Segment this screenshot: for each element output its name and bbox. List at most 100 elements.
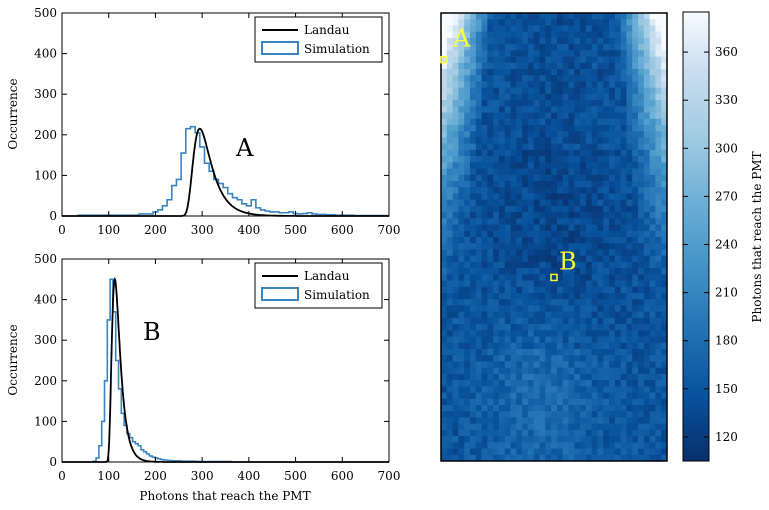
heatmap-cell (516, 81, 523, 89)
heatmap-cell (556, 230, 564, 238)
heatmap-cell (649, 100, 656, 107)
heatmap-cell (493, 386, 500, 393)
heatmap-cell (469, 448, 477, 456)
heatmap-cell (649, 174, 656, 182)
heatmap-cell (643, 44, 651, 51)
heatmap-cell (522, 131, 529, 138)
heatmap-cell (464, 274, 471, 281)
heatmap-cell (643, 436, 651, 443)
heatmap-cell (510, 118, 517, 126)
heatmap-cell (620, 75, 627, 82)
heatmap-cell (522, 93, 529, 101)
heatmap-cell (597, 380, 604, 387)
heatmap-cell (638, 386, 645, 393)
heatmap-cell (441, 81, 448, 89)
heatmap-cell (498, 87, 506, 95)
heatmap-cell (626, 69, 633, 76)
heatmap-cell (632, 367, 639, 375)
heatmap-cell (545, 268, 552, 275)
heatmap-cell (649, 243, 656, 250)
heatmap-cell (498, 261, 506, 269)
landau-line (62, 276, 389, 463)
colorbar-tick-label: 120 (715, 430, 738, 444)
heatmap-cell (597, 193, 604, 201)
heatmap-cell (493, 324, 500, 331)
heatmap-cell (475, 181, 482, 188)
heatmap-cell (533, 367, 540, 375)
heatmap-cell (609, 411, 616, 418)
heatmap-cell (481, 31, 488, 39)
heatmap-cell (551, 87, 558, 95)
heatmap-cell (568, 212, 575, 219)
heatmap-cell (603, 56, 610, 64)
heatmap-cell (441, 224, 448, 232)
heatmap-cell (504, 454, 511, 462)
heatmap-cell (632, 237, 639, 244)
heatmap-cell (655, 19, 662, 26)
heatmap-cell (591, 44, 598, 51)
heatmap-cell (614, 349, 622, 356)
heatmap-cell (504, 342, 511, 350)
heatmap-cell (603, 168, 610, 176)
heatmap-cell (551, 174, 558, 182)
heatmap-cell (527, 436, 535, 443)
heatmap-cell (493, 392, 500, 400)
heatmap-cell (580, 118, 587, 126)
heatmap-cell (638, 81, 645, 89)
heatmap-cell (632, 75, 639, 82)
heatmap-cell (487, 305, 494, 313)
heatmap-cell (441, 230, 448, 238)
heatmap-cell (527, 255, 535, 263)
heatmap-cell (638, 143, 645, 151)
heatmap-cell (469, 93, 477, 101)
heatmap-cell (458, 137, 465, 145)
heatmap-cell (551, 268, 558, 275)
heatmap-cell (516, 330, 523, 337)
heatmap-cell (620, 380, 627, 387)
heatmap-cell (626, 199, 633, 207)
heatmap-cell (649, 205, 656, 213)
heatmap-cell (545, 224, 552, 232)
heatmap-cell (469, 87, 477, 95)
heatmap-cell (562, 69, 569, 76)
heatmap-cell (643, 249, 651, 257)
heatmap-cell (504, 62, 511, 70)
heatmap-cell (498, 249, 506, 257)
heatmap-cell (591, 50, 598, 57)
heatmap-cell (638, 19, 645, 26)
heatmap-cell (516, 436, 523, 443)
heatmap-cell (475, 386, 482, 393)
heatmap-cell (475, 268, 482, 275)
heatmap-cell (539, 230, 546, 238)
heatmap-cell (487, 373, 494, 381)
heatmap-frame (440, 12, 668, 462)
heatmap-cell (464, 367, 471, 375)
heatmap-cell (539, 442, 546, 449)
heatmap-cell (522, 149, 529, 157)
heatmap-cell (649, 149, 656, 157)
heatmap-cell (580, 423, 587, 431)
heatmap-cell (562, 299, 569, 306)
heatmap-cell (475, 193, 482, 201)
heatmap-cell (580, 342, 587, 350)
heatmap-cell (597, 330, 604, 337)
heatmap-cell (597, 224, 604, 232)
heatmap-cell (620, 143, 627, 151)
heatmap-cell (649, 373, 656, 381)
heatmap-cell (475, 174, 482, 182)
heatmap-cell (626, 168, 633, 176)
heatmap-cell (446, 373, 453, 381)
heatmap-cell (452, 417, 459, 425)
heatmap-cell (458, 112, 465, 120)
heatmap-cell (568, 62, 575, 70)
heatmap-cell (585, 230, 593, 238)
heatmap-cell (638, 423, 645, 431)
legend-simulation-swatch-a (261, 41, 299, 55)
heatmap-cell (568, 324, 575, 331)
heatmap-cell (539, 187, 546, 194)
heatmap-cell (643, 218, 651, 225)
heatmap-cell (585, 106, 593, 113)
heatmap-cell (522, 212, 529, 219)
heatmap-cell (580, 162, 587, 169)
heatmap-cell (452, 106, 459, 113)
